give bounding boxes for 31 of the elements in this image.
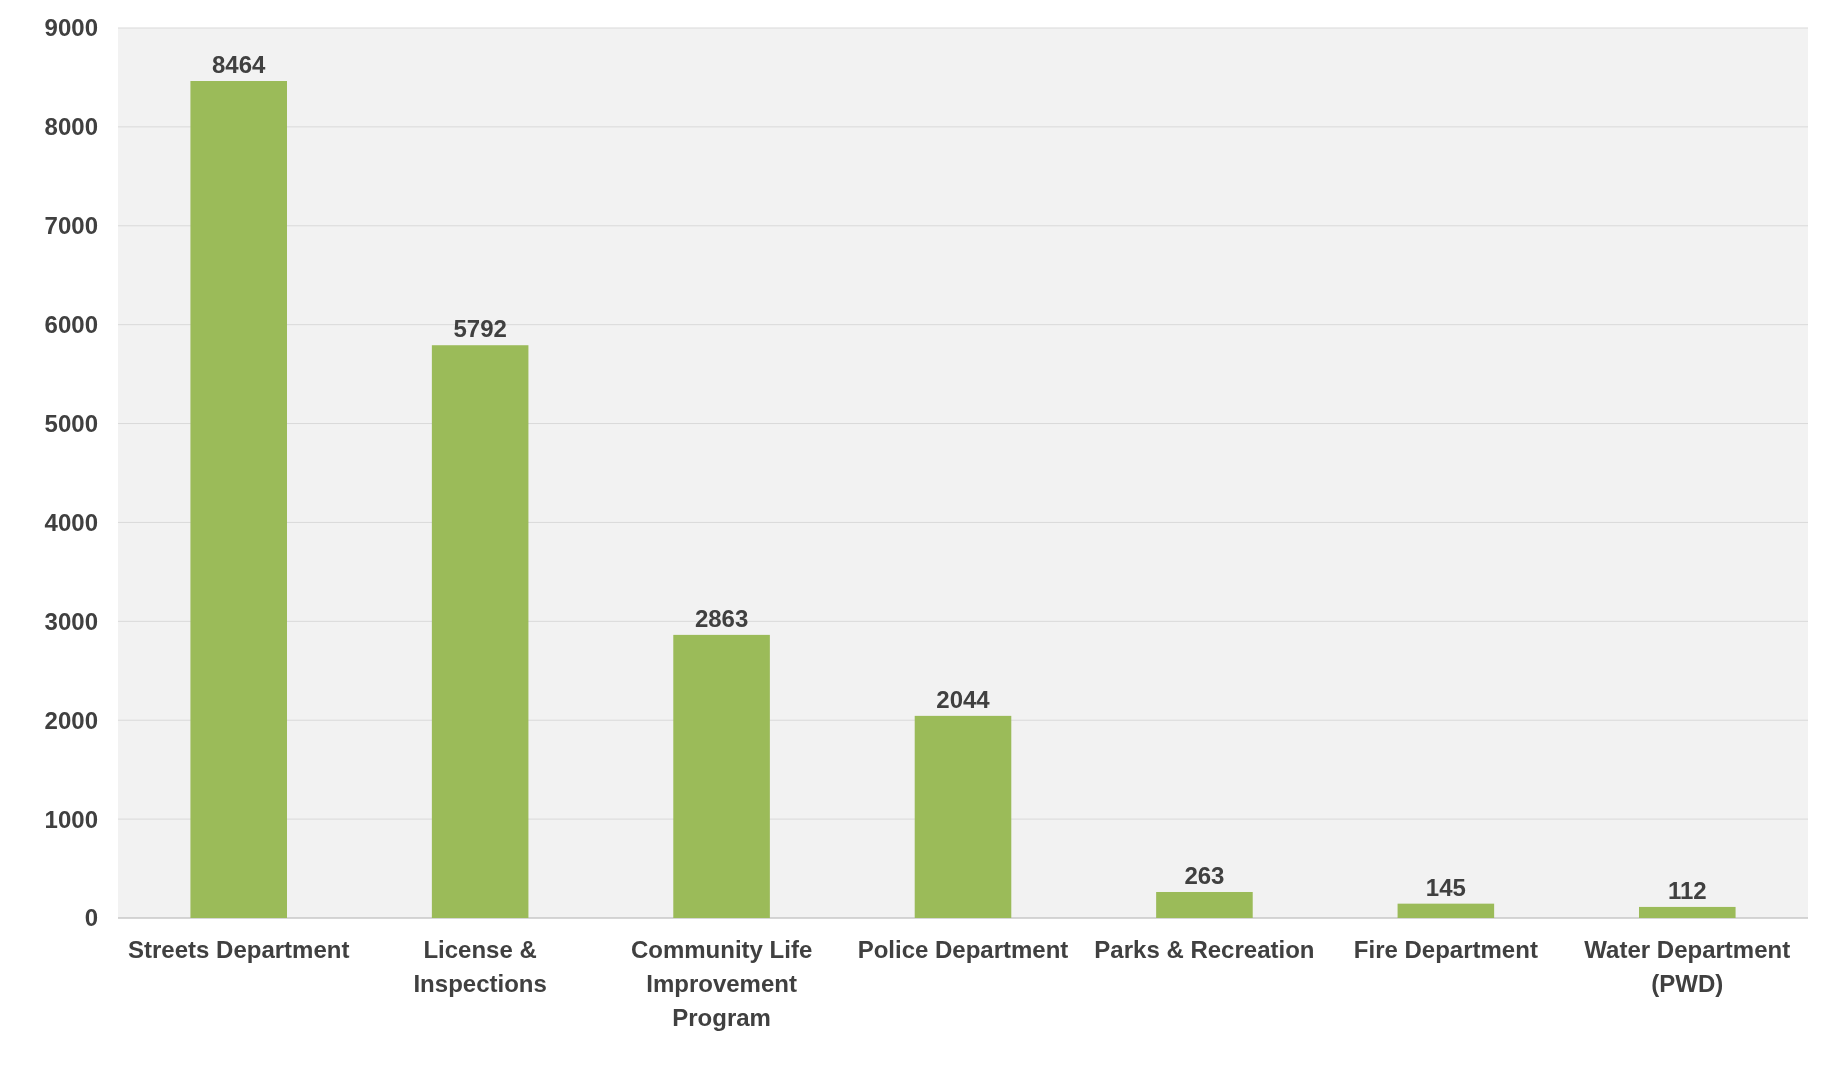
y-tick-label: 0 bbox=[84, 904, 98, 932]
data-label: 263 bbox=[1184, 861, 1225, 889]
data-label: 145 bbox=[1425, 873, 1466, 901]
data-label: 8464 bbox=[212, 51, 267, 78]
x-tick-label: Community Life Improvement Program bbox=[630, 936, 813, 1031]
y-tick-label: 2000 bbox=[44, 706, 98, 734]
data-label: 112 bbox=[1667, 876, 1707, 904]
data-label: 2044 bbox=[936, 685, 991, 713]
bar bbox=[190, 81, 287, 918]
bar bbox=[1156, 891, 1253, 918]
bar bbox=[431, 345, 529, 918]
bar bbox=[673, 634, 770, 918]
y-tick-label: 6000 bbox=[44, 311, 98, 339]
y-tick-label: 8000 bbox=[44, 113, 98, 141]
data-label: 2863 bbox=[694, 604, 749, 632]
bar bbox=[914, 715, 1012, 918]
data-label: 5792 bbox=[453, 315, 507, 343]
y-tick-label: 7000 bbox=[44, 212, 98, 240]
x-tick-label: Water Department (PWD) bbox=[1584, 936, 1791, 997]
y-tick-label: 1000 bbox=[44, 805, 98, 833]
x-tick-label: Police Department bbox=[857, 936, 1069, 963]
bar bbox=[1639, 906, 1736, 918]
bar bbox=[1397, 903, 1495, 918]
y-tick-label: 3000 bbox=[44, 607, 98, 635]
y-tick-label: 9000 bbox=[44, 14, 98, 42]
x-tick-label: License & Inspections bbox=[413, 936, 547, 997]
y-tick-label: 4000 bbox=[44, 508, 98, 536]
x-tick-label: Parks & Recreation bbox=[1094, 936, 1315, 963]
y-tick-label: 5000 bbox=[44, 409, 98, 437]
x-tick-label: Fire Department bbox=[1353, 936, 1538, 963]
x-tick-label: Streets Department bbox=[128, 936, 350, 963]
